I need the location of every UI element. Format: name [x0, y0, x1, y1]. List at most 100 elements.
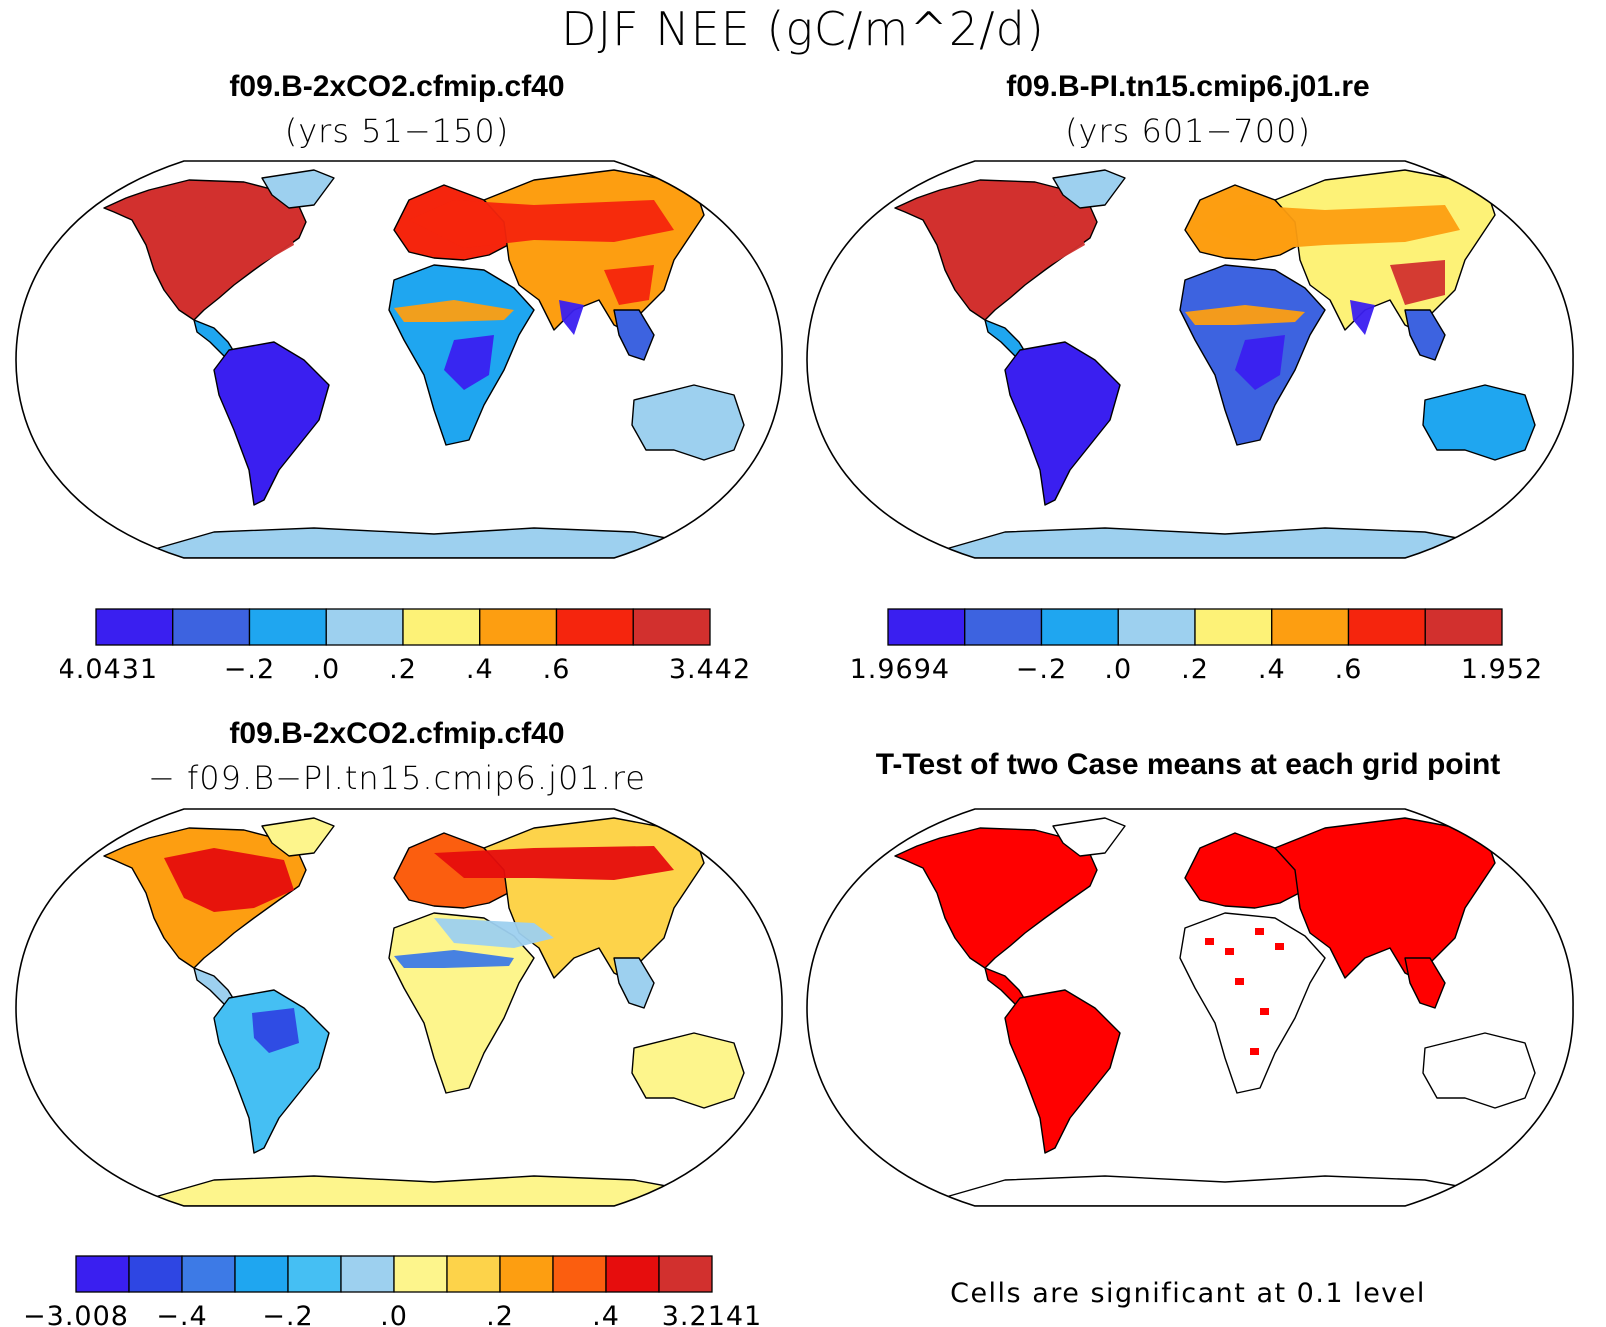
land-south-america [213, 989, 330, 1154]
colorbar-tick-label: .6 [543, 654, 571, 685]
value-patch [252, 1008, 299, 1053]
colorbar-swatch [632, 608, 711, 646]
value-patch [434, 918, 554, 948]
significance-cell [1365, 898, 1374, 905]
land-australia [631, 384, 745, 461]
significance-cell [1275, 943, 1284, 950]
land-indochina [1404, 309, 1446, 361]
colorbar-swatch [479, 608, 558, 646]
land-south-america [1004, 341, 1121, 506]
colorbar-tick-label: 3.2141 [662, 1301, 762, 1327]
significance-cell [1065, 1068, 1074, 1075]
value-patch [1200, 205, 1460, 250]
colorbar-tick-label: 1.952 [1461, 654, 1543, 685]
significance-cell [1505, 1078, 1514, 1085]
colorbar-tick-label: −.2 [1016, 654, 1067, 685]
colorbar-swatch [248, 608, 327, 646]
colorbar-swatch [658, 1255, 713, 1293]
land-australia [631, 1032, 745, 1109]
colorbar-tick-label: −1.9694 [850, 654, 950, 685]
value-patch [1235, 335, 1285, 390]
panel3-title: f09.B-2xCO2.cfmip.cf40 [229, 717, 565, 750]
panel1-subtitle: (yrs 51−150) [284, 112, 510, 150]
colorbar-swatch [393, 1255, 448, 1293]
panel2-subtitle: (yrs 601−700) [1065, 112, 1311, 150]
significance-cell [1255, 928, 1264, 935]
map-frame [806, 160, 1574, 559]
panel4-title: T-Test of two Case means at each grid po… [875, 748, 1501, 781]
colorbar-swatch [555, 608, 634, 646]
colorbar-swatch [605, 1255, 660, 1293]
value-patch [444, 335, 494, 390]
land-indochina [613, 309, 655, 361]
map-panel-4 [806, 808, 1574, 1207]
colorbar-swatch [181, 1255, 236, 1293]
significance-cell [1405, 878, 1414, 885]
significance-cell [1475, 1068, 1484, 1075]
value-patch [960, 210, 1085, 270]
colorbar-swatch [887, 608, 966, 646]
colorbar-tick-label: −.2 [224, 654, 275, 685]
colorbar-swatch [552, 1255, 607, 1293]
figure-title: DJF NEE (gC/m^2/d) [561, 2, 1045, 56]
value-patch [409, 200, 674, 248]
panel1-title: f09.B-2xCO2.cfmip.cf40 [229, 70, 565, 103]
map-panel-2 [806, 160, 1574, 559]
colorbar-tick-label: .6 [1335, 654, 1363, 685]
significance-cell [1325, 868, 1334, 875]
land-antarctica [924, 527, 1506, 558]
colorbar-swatch [499, 1255, 554, 1293]
colorbar-swatch [964, 608, 1043, 646]
colorbar-tick-label: .0 [312, 654, 340, 685]
value-patch [1185, 305, 1305, 325]
colorbar-tick-label: −4.0431 [60, 654, 158, 685]
map-panel-1 [15, 160, 783, 559]
colorbar-swatch [402, 608, 481, 646]
colorbar-tick-label: .0 [1104, 654, 1132, 685]
colorbar-swatch [1424, 608, 1503, 646]
land-greenland [261, 169, 335, 209]
colorbar-swatch [287, 1255, 342, 1293]
significance-cell [1235, 978, 1244, 985]
map-frame [15, 160, 783, 559]
panel3-subtitle: − f09.B−PI.tn15.cmip6.j01.re [148, 759, 646, 797]
significance-cell [1205, 938, 1214, 945]
value-patch [604, 265, 654, 305]
land-antarctica [924, 1175, 1506, 1206]
colorbar-swatch [95, 608, 174, 646]
land-indochina [1404, 957, 1446, 1009]
land-australia [1422, 384, 1536, 461]
colorbar-swatch [1040, 608, 1119, 646]
colorbar-tick-label: .4 [592, 1301, 620, 1327]
colorbar-tick-label: .4 [1258, 654, 1286, 685]
map-panel-3 [15, 808, 783, 1207]
land-africa [1179, 912, 1326, 1094]
significance-cell [1260, 1008, 1269, 1015]
land-greenland [1052, 169, 1126, 209]
colorbar-swatch [340, 1255, 395, 1293]
colorbar-tick-label: .4 [466, 654, 494, 685]
value-patch [394, 950, 514, 968]
significance-cell [1250, 1048, 1259, 1055]
land-antarctica [133, 1175, 715, 1206]
land-antarctica [133, 527, 715, 558]
colorbar-swatch [446, 1255, 501, 1293]
colorbar-swatch [75, 1255, 130, 1293]
value-patch [394, 300, 514, 322]
colorbar-swatch [172, 608, 251, 646]
colorbar-swatch [325, 608, 404, 646]
colorbar-tick-label: .0 [380, 1301, 408, 1327]
colorbar-tick-label: −.4 [156, 1301, 207, 1327]
land-greenland [1052, 817, 1126, 857]
value-patch [559, 300, 584, 335]
colorbar-tick-label: .2 [1181, 654, 1209, 685]
colorbar-swatch [1194, 608, 1273, 646]
land-north-america [894, 827, 1098, 969]
colorbar-panel-3: −3.008 −.4 −.2 .0 .2 .4 3.2141 [23, 1255, 762, 1327]
land-south-america [1004, 989, 1121, 1154]
colorbar-swatch [1347, 608, 1426, 646]
value-patch [164, 205, 294, 270]
colorbar-swatch [128, 1255, 183, 1293]
colorbar-panel-2: −1.9694 −.2 .0 .2 .4 .6 1.952 [850, 608, 1543, 685]
value-patch [434, 846, 674, 880]
